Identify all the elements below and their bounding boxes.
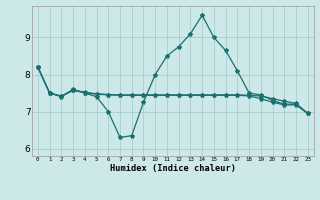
X-axis label: Humidex (Indice chaleur): Humidex (Indice chaleur) (110, 164, 236, 173)
